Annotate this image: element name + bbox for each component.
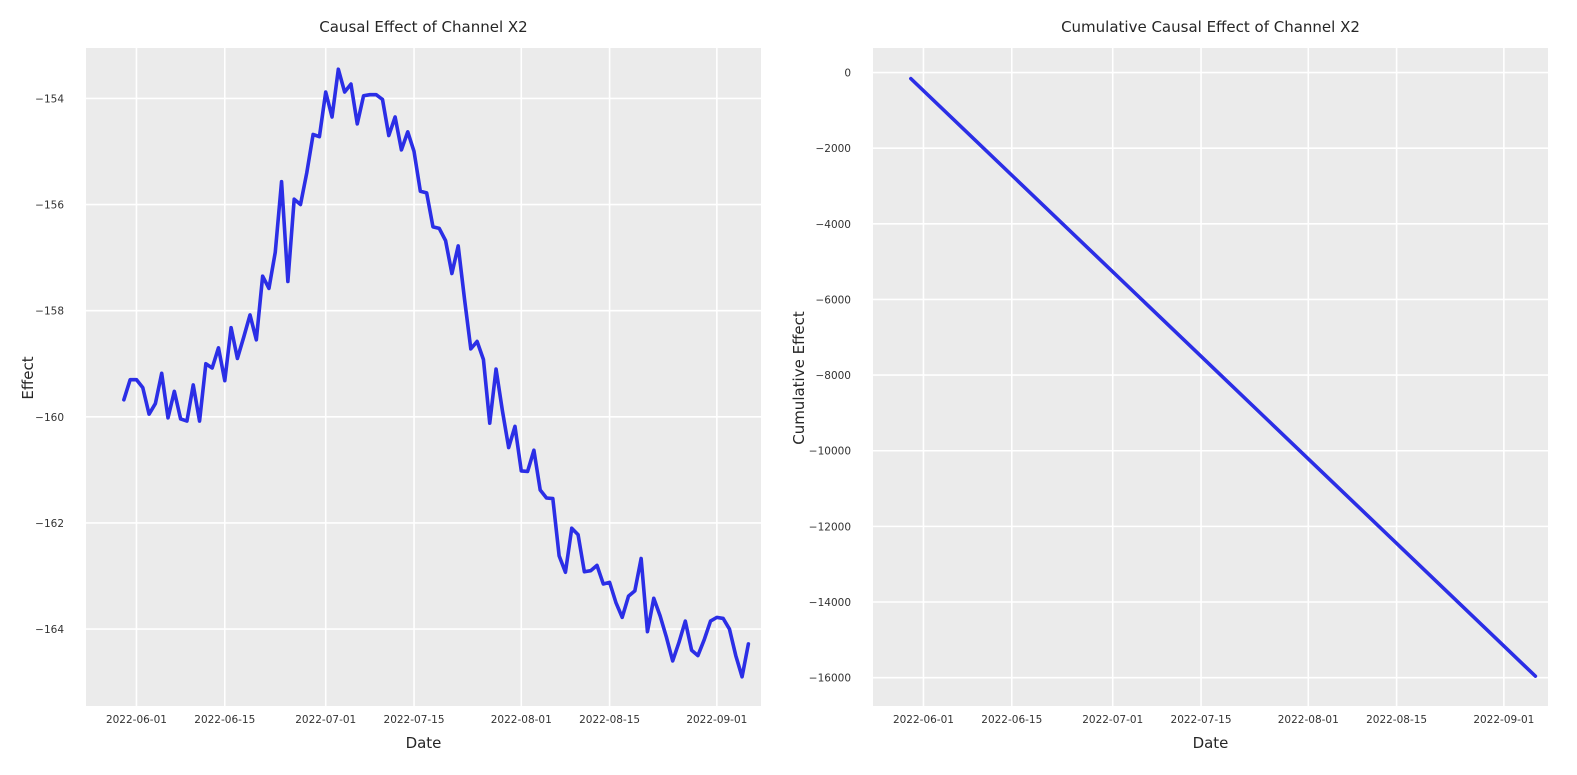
left-x-tick-label: 2022-09-01 (686, 714, 747, 726)
left-x-tick-label: 2022-06-15 (194, 714, 255, 726)
left-series-line (122, 67, 751, 679)
left-y-tick-label: −156 (35, 200, 64, 212)
right-y-tick-label: −4000 (815, 219, 851, 231)
left-x-tick-label: 2022-07-15 (384, 714, 445, 726)
right-y-tick-label: −6000 (815, 294, 851, 306)
right-y-tick-label: −2000 (815, 143, 851, 155)
right-series-line (909, 76, 1538, 678)
right-x-tick-label: 2022-07-15 (1171, 714, 1232, 726)
left-y-tick-label: −162 (35, 518, 64, 530)
left-x-ticks: 2022-06-01 2022-06-15 2022-07-01 2022-07-15… (106, 714, 747, 726)
right-y-tick-label: −10000 (809, 446, 851, 458)
right-y-tick-label: 0 (844, 68, 851, 80)
right-y-tick-label: −14000 (809, 597, 851, 609)
left-y-tick-label: −158 (35, 306, 64, 318)
right-x-tick-label: 2022-06-01 (893, 714, 954, 726)
left-x-tick-label: 2022-06-01 (106, 714, 167, 726)
right-chart: 2022-06-01 2022-06-15 2022-07-01 2022-07-15… (790, 18, 1548, 752)
left-x-tick-label: 2022-08-01 (491, 714, 552, 726)
right-y-tick-label: −16000 (809, 673, 851, 685)
right-x-tick-label: 2022-06-15 (981, 714, 1042, 726)
left-y-ticks: −154 −156 −158 −160 −162 −164 (35, 93, 64, 636)
left-x-tick-label: 2022-08-15 (579, 714, 640, 726)
right-gridlines (873, 48, 1548, 706)
right-y-axis-label: Cumulative Effect (790, 311, 808, 445)
left-y-tick-label: −160 (35, 412, 64, 424)
right-x-ticks: 2022-06-01 2022-06-15 2022-07-01 2022-07-15… (893, 714, 1534, 726)
right-x-axis-label: Date (1193, 734, 1229, 752)
right-x-tick-label: 2022-08-15 (1366, 714, 1427, 726)
left-y-tick-label: −164 (35, 624, 64, 636)
left-plot-area (86, 48, 761, 706)
right-plot-area (873, 48, 1548, 706)
left-y-axis-label: Effect (19, 356, 37, 399)
right-y-tick-label: −12000 (809, 521, 851, 533)
left-y-tick-label: −154 (35, 93, 64, 105)
right-y-tick-label: −8000 (815, 370, 851, 382)
right-x-tick-label: 2022-09-01 (1473, 714, 1534, 726)
left-chart-title: Causal Effect of Channel X2 (319, 18, 527, 36)
left-series-layer (122, 67, 751, 679)
left-x-axis-label: Date (406, 734, 442, 752)
right-series-layer (909, 76, 1538, 678)
left-x-tick-label: 2022-07-01 (295, 714, 356, 726)
right-x-tick-label: 2022-07-01 (1082, 714, 1143, 726)
right-y-ticks: 0 −2000 −4000 −6000 −8000 −10000 −12000 −14000 −… (809, 68, 851, 685)
left-chart: 2022-06-01 2022-06-15 2022-07-01 2022-07-15… (19, 18, 761, 752)
right-chart-title: Cumulative Causal Effect of Channel X2 (1061, 18, 1360, 36)
right-x-tick-label: 2022-08-01 (1278, 714, 1339, 726)
